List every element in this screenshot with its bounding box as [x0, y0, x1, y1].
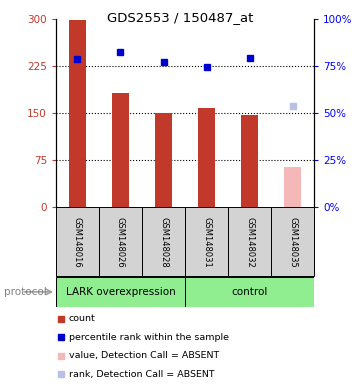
Bar	[185, 277, 314, 306]
Text: GSM148032: GSM148032	[245, 217, 254, 267]
Text: GSM148026: GSM148026	[116, 217, 125, 267]
Text: GSM148035: GSM148035	[288, 217, 297, 267]
Text: value, Detection Call = ABSENT: value, Detection Call = ABSENT	[69, 351, 219, 360]
Text: GSM148031: GSM148031	[202, 217, 211, 267]
Bar	[284, 167, 301, 207]
Text: GSM148016: GSM148016	[73, 217, 82, 267]
Bar	[185, 207, 228, 276]
Text: count: count	[69, 314, 95, 323]
Bar	[112, 93, 129, 207]
Bar	[241, 114, 258, 207]
Text: protocol: protocol	[4, 287, 46, 297]
Bar	[271, 207, 314, 276]
Text: percentile rank within the sample: percentile rank within the sample	[69, 333, 229, 342]
Bar	[69, 20, 86, 207]
Bar	[155, 113, 172, 207]
Text: rank, Detection Call = ABSENT: rank, Detection Call = ABSENT	[69, 369, 214, 379]
Text: GSM148028: GSM148028	[159, 217, 168, 267]
Text: control: control	[231, 287, 268, 297]
Bar	[56, 207, 99, 276]
Text: GDS2553 / 150487_at: GDS2553 / 150487_at	[107, 12, 254, 25]
Text: LARK overexpression: LARK overexpression	[66, 287, 175, 297]
Bar	[198, 108, 215, 207]
Bar	[228, 207, 271, 276]
Bar	[56, 277, 185, 306]
Bar	[142, 207, 185, 276]
Bar	[99, 207, 142, 276]
